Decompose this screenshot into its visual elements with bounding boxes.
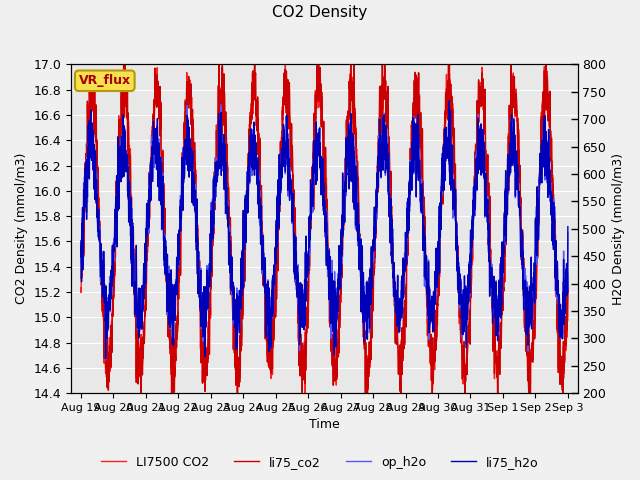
op_h2o [564,230,572,236]
li75_co2 [120,61,127,67]
LI7500 CO2 [499,296,506,302]
LI7500 CO2 [557,372,565,378]
LI7500 CO2 [138,390,145,396]
op_h2o [499,260,506,265]
op_h2o [102,357,109,363]
Legend: LI7500 CO2, li75_co2, op_h2o, li75_h2o: LI7500 CO2, li75_co2, op_h2o, li75_h2o [96,451,544,474]
X-axis label: Time: Time [309,419,340,432]
LI7500 CO2 [126,159,134,165]
Line: op_h2o: op_h2o [81,105,568,360]
op_h2o [126,213,134,219]
li75_h2o [499,264,506,270]
Text: CO2 Density: CO2 Density [273,5,367,20]
op_h2o [77,240,84,246]
li75_co2 [138,390,145,396]
Line: LI7500 CO2: LI7500 CO2 [81,64,568,393]
op_h2o [217,102,225,108]
li75_h2o [557,309,565,314]
Text: VR_flux: VR_flux [79,74,131,87]
li75_h2o [102,356,109,361]
LI7500 CO2 [564,289,572,295]
li75_co2 [564,286,572,292]
Line: li75_co2: li75_co2 [81,64,568,393]
li75_co2 [126,161,134,167]
LI7500 CO2 [471,205,479,211]
li75_co2 [354,159,362,165]
li75_h2o [77,244,84,250]
li75_co2 [471,207,479,213]
li75_h2o [445,98,453,104]
LI7500 CO2 [231,359,239,365]
li75_h2o [471,194,479,200]
Line: li75_h2o: li75_h2o [81,101,568,359]
li75_h2o [231,325,239,331]
op_h2o [231,319,239,325]
op_h2o [471,187,479,192]
li75_co2 [557,378,565,384]
li75_co2 [499,295,506,301]
Y-axis label: H2O Density (mmol/m3): H2O Density (mmol/m3) [612,153,625,305]
LI7500 CO2 [354,158,362,164]
li75_h2o [126,222,134,228]
li75_h2o [564,224,572,229]
LI7500 CO2 [121,61,129,67]
op_h2o [354,199,362,204]
li75_h2o [353,228,361,234]
LI7500 CO2 [77,285,84,291]
op_h2o [557,308,565,314]
Y-axis label: CO2 Density (mmol/m3): CO2 Density (mmol/m3) [15,153,28,304]
li75_co2 [77,275,84,281]
li75_co2 [231,364,239,370]
